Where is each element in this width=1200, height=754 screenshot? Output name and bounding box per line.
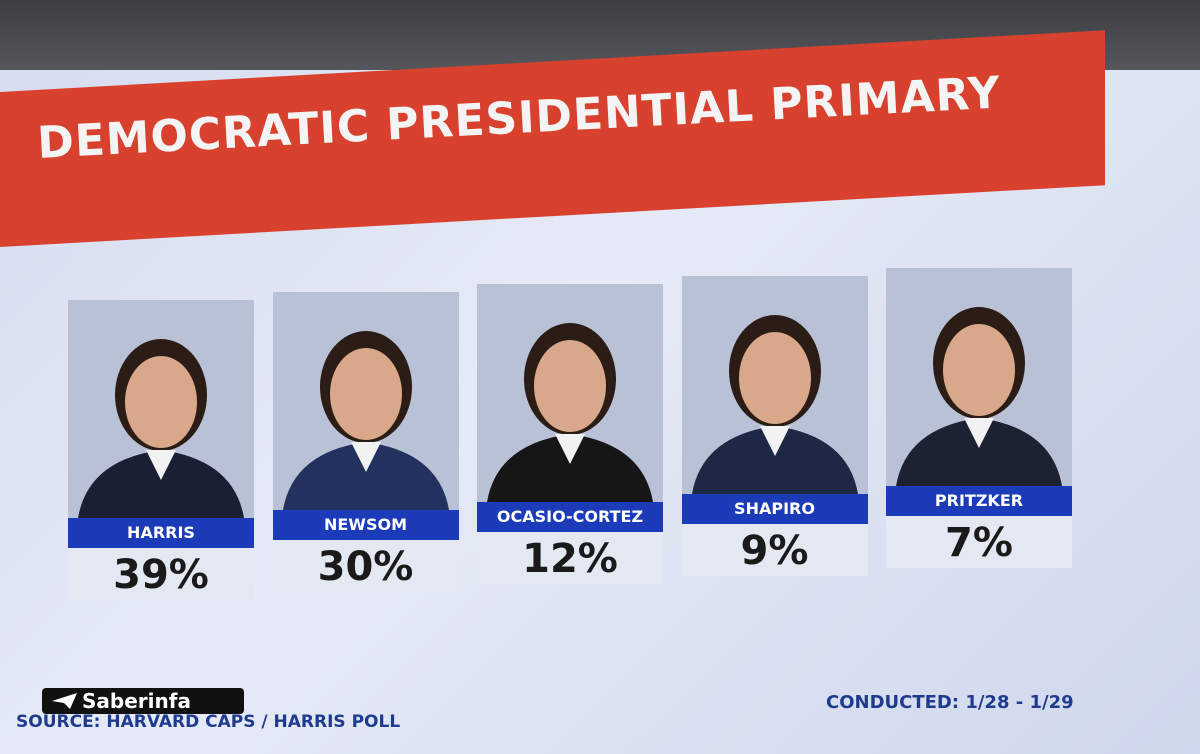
candidate-card: NEWSOM 30% [272, 292, 459, 592]
portrait [896, 307, 1062, 486]
candidate-percent: 9% [740, 528, 809, 574]
watermark-icon [52, 693, 77, 709]
candidate-name: SHAPIRO [681, 494, 868, 524]
candidate-name: PRITZKER [886, 486, 1072, 516]
candidate-photo [681, 276, 868, 494]
candidate-card: HARRIS 39% [68, 300, 254, 600]
watermark: Saberinfa [42, 688, 244, 714]
candidate-name: NEWSOM [272, 510, 459, 540]
candidate-list: HARRIS 39% NEWSOM 30% OCASIO-CORTEZ 12% SHAPIR… [68, 268, 1072, 605]
portrait [691, 315, 858, 494]
candidate-percent: 7% [945, 520, 1013, 566]
candidate-percent: 30% [317, 544, 414, 590]
candidate-name: HARRIS [68, 518, 254, 548]
portrait [487, 323, 653, 502]
candidate-percent: 39% [113, 552, 209, 598]
candidate-card: OCASIO-CORTEZ 12% [477, 284, 663, 584]
candidate-photo [68, 300, 254, 518]
portrait [78, 339, 244, 518]
source: SOURCE: HARVARD CAPS / HARRIS POLL [16, 712, 401, 732]
candidate-name: OCASIO-CORTEZ [477, 502, 663, 532]
candidate-card: SHAPIRO 9% [681, 276, 868, 576]
candidate-percent: 12% [522, 536, 618, 582]
conducted-date: CONDUCTED: 1/28 - 1/29 [826, 692, 1074, 713]
portrait [282, 331, 449, 510]
watermark-text: Saberinfa [82, 689, 191, 713]
candidate-photo [477, 284, 663, 502]
candidate-card: PRITZKER 7% [886, 268, 1072, 568]
candidate-photo [886, 268, 1072, 486]
candidate-photo [272, 292, 459, 510]
